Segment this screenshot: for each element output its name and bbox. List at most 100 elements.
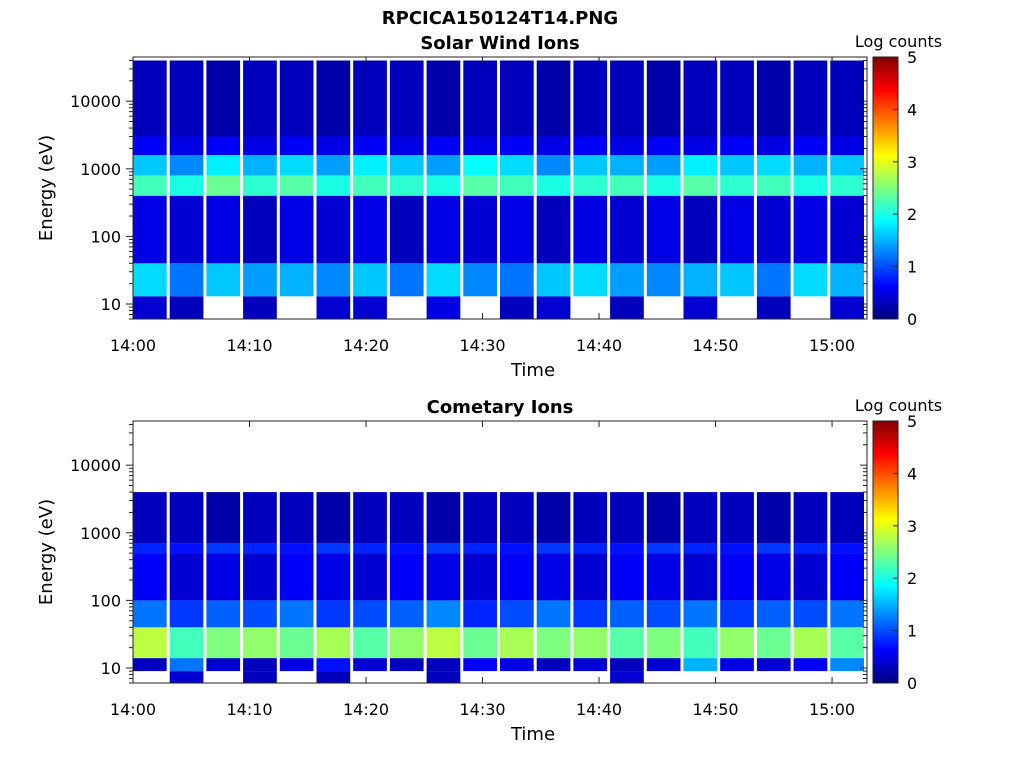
heatmap-cell [720,658,754,672]
heatmap-cell [353,296,387,319]
colorbar-gradient [872,420,899,684]
heatmap-cell [756,175,791,196]
heatmap-cell [573,600,608,628]
heatmap-cell [389,195,424,264]
heatmap-cell [316,492,351,544]
heatmap-cell [463,543,497,554]
heatmap-cell [683,296,718,319]
heatmap-cell [573,492,608,544]
heatmap-cell [793,175,828,196]
heatmap-cell [243,175,277,196]
heatmap-cell [389,136,424,155]
heatmap-cell [683,155,718,176]
heatmap-cell [279,658,314,672]
x-axis: 14:00 14:10 14:20 14:30 14:40 14:50 15:00 [110,57,855,355]
heatmap-cell [610,60,644,137]
heatmap-cell [646,627,681,659]
heatmap-cell [756,296,791,319]
heatmap-cell [756,136,791,155]
heatmap-cell [389,175,424,196]
heatmap-cell [353,543,387,554]
heatmap-cell [133,600,167,628]
heatmap-cell [316,175,351,196]
heatmap-cell [206,553,241,601]
heatmap-cell [536,553,571,601]
heatmap-cell [133,175,167,196]
x-tick-label: 14:30 [459,700,505,719]
heatmap-cell [500,136,534,155]
heatmap-cell [169,175,204,196]
heatmap-cell [316,60,351,137]
heatmap-cell [830,60,864,137]
heatmap-cell [279,263,314,297]
heatmap-cell [206,600,241,628]
heatmap-cell [793,600,828,628]
heatmap-cell [316,553,351,601]
y-tick-label: 10 [101,659,121,678]
heatmap-cell [316,263,351,297]
heatmap-cell [536,155,571,176]
heatmap-cell [206,263,241,297]
heatmap-cell [389,60,424,137]
heatmap-cells [133,492,864,683]
heatmap-cell [426,175,461,196]
heatmap-cell [683,492,718,544]
heatmap-cell [169,671,204,683]
heatmap-cell [206,175,241,196]
x-axis: 14:00 14:10 14:20 14:30 14:40 14:50 15:00 [110,421,855,719]
colorbar-tick-label: 2 [907,205,917,224]
heatmap-cell [793,543,828,554]
heatmap-cell [720,195,754,264]
heatmap-cell [610,543,644,554]
heatmap-cell [536,136,571,155]
heatmap-cell [279,600,314,628]
heatmap-cell [756,195,791,264]
heatmap-cell [683,60,718,137]
heatmap-cell [683,553,718,601]
heatmap-cell [426,658,461,672]
heatmap-cell [353,658,387,672]
heatmap-cell [463,136,497,155]
heatmap-cell [426,195,461,264]
heatmap-cell [500,600,534,628]
y-axis-label: Energy (eV) [36,135,57,241]
heatmap-cell [169,136,204,155]
colorbar-tick-label: 1 [907,258,917,277]
colorbar-tick-label: 3 [907,153,917,172]
heatmap-cell [279,155,314,176]
heatmap-cell [426,553,461,601]
heatmap-cell [793,263,828,297]
heatmap-cell [756,600,791,628]
heatmap-cell [500,543,534,554]
heatmap-cell [279,543,314,554]
heatmap-cell [610,136,644,155]
y-axis: 10 100 1000 10000 [70,423,867,684]
heatmap-cell [353,553,387,601]
heatmap-cell [500,296,534,319]
heatmap-cell [536,627,571,659]
heatmap-cell [169,600,204,628]
heatmap-cell [573,543,608,554]
heatmap-cell [573,136,608,155]
heatmap-cell [243,155,277,176]
heatmap-cell [683,658,718,672]
x-tick-label: 14:10 [226,700,272,719]
heatmap-cell [316,296,351,319]
x-axis-label: Time [510,360,555,381]
heatmap-cell [646,195,681,264]
heatmap-cell [646,553,681,601]
heatmap-cell [536,175,571,196]
heatmap-cell [133,296,167,319]
heatmap-cell [133,553,167,601]
heatmap-cell [463,60,497,137]
heatmap-cell [133,195,167,264]
heatmap-cell [793,658,828,672]
heatmap-cell [756,553,791,601]
heatmap-cell [169,553,204,601]
heatmap-cell [169,195,204,264]
heatmap-cell [610,195,644,264]
heatmap-cell [536,263,571,297]
heatmap-cell [133,492,167,544]
